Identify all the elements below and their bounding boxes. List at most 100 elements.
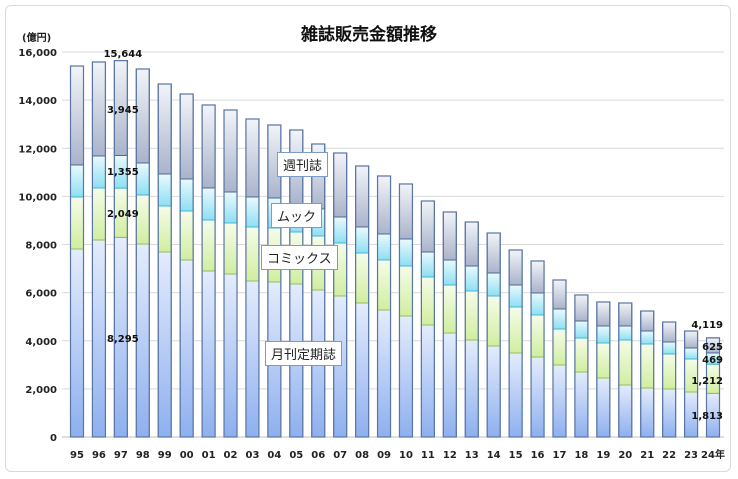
bar-segment-monthly [91, 239, 106, 438]
label-97-comics: 2,049 [107, 209, 139, 220]
x-tick-label: 23 [684, 450, 698, 461]
bar-outline [530, 260, 545, 438]
y-tick-label: 14,000 [18, 96, 57, 107]
bar-segment-weekly [355, 165, 370, 228]
bar-segment-comics [486, 295, 501, 347]
bar-segment-comics [355, 252, 370, 304]
chart-title: 雑誌販売金額推移 [301, 25, 437, 45]
bar-segment-weekly [574, 294, 589, 322]
grid [62, 51, 724, 438]
bar-segment-comics [377, 259, 392, 311]
bar-segment-comics [464, 290, 479, 341]
y-tick-label: 12,000 [18, 144, 57, 155]
bar-segment-comics [179, 210, 194, 261]
x-tick-label: 10 [399, 450, 413, 461]
bar-segment-mook [355, 226, 370, 254]
bar-segment-weekly [684, 330, 699, 349]
legend-weekly: 週刊誌 [277, 152, 329, 177]
bar-outline [355, 165, 370, 438]
bar-outline [640, 310, 655, 438]
bar-segment-monthly [245, 280, 260, 438]
label-97-mook: 1,355 [107, 167, 139, 178]
bar-segment-comics [596, 342, 611, 379]
label-24-monthly: 1,813 [691, 411, 723, 422]
bar-segment-weekly [201, 104, 216, 189]
bar-segment-mook [486, 272, 501, 297]
bar-segment-mook [333, 216, 348, 244]
bar-segment-weekly [179, 93, 194, 180]
bar-segment-monthly [574, 371, 589, 438]
bar-segment-weekly [530, 260, 545, 294]
bar-outline [376, 175, 392, 438]
x-tick-label: 20 [618, 450, 632, 461]
bar-segment-weekly [157, 83, 172, 175]
bar-segment-monthly [464, 339, 479, 438]
bar-segment-comics [442, 284, 457, 334]
bar-segment-weekly [640, 310, 655, 332]
bar-segment-mook [179, 178, 194, 212]
x-tick-label: 96 [92, 450, 106, 461]
bar-outline [683, 330, 699, 438]
bar-segment-monthly [596, 377, 611, 438]
x-tick-label: 98 [136, 450, 150, 461]
bar-segment-monthly [377, 309, 392, 438]
bar-segment-weekly [420, 200, 435, 253]
label-97-monthly: 8,295 [107, 334, 139, 345]
bar-segment-weekly [223, 109, 238, 193]
bar-outline [662, 321, 677, 438]
x-tick-label: 00 [180, 450, 194, 461]
bar-segment-mook [201, 187, 216, 221]
x-tick-label: 12 [443, 450, 457, 461]
y-axis-labels: 0 2,000 4,000 6,000 8,000 10,000 12,000 14,000 1… [18, 48, 57, 444]
x-tick-label: 13 [465, 450, 479, 461]
bar-segment-weekly [70, 65, 84, 166]
legend-monthly: 月刊定期誌 [265, 341, 343, 366]
y-tick-label: 4,000 [25, 337, 57, 348]
bar-segment-monthly [420, 324, 435, 438]
x-tick-label: 97 [114, 450, 128, 461]
bar-segment-mook [662, 341, 677, 355]
bar-segment-monthly [201, 270, 216, 438]
bar-segment-weekly [508, 249, 523, 286]
bar-segment-mook [618, 325, 633, 341]
bar-segment-comics [91, 187, 106, 241]
bar-segment-monthly [486, 345, 501, 438]
bar-outline [705, 337, 721, 438]
bar-segment-mook [530, 292, 545, 316]
bar-segment-comics [420, 276, 435, 326]
bar-segment-monthly [530, 356, 545, 438]
bar-outline [311, 143, 326, 438]
bar-segment-monthly [640, 387, 655, 438]
x-axis-labels: 95 96 97 98 99 00 01 02 03 04 05 06 07 08 09 10 11 12 13 14… [70, 448, 725, 461]
bar-segment-comics [640, 343, 655, 389]
bar-segment-mook [245, 196, 260, 228]
bar-outline [596, 301, 611, 438]
x-tick-label: 07 [333, 450, 347, 461]
label-97-weekly: 3,945 [107, 105, 139, 116]
bar-segment-comics [223, 222, 238, 275]
bar-segment-monthly [157, 251, 172, 438]
bar-segment-weekly [377, 175, 392, 235]
bar-outline [398, 183, 414, 438]
bar-outline [223, 109, 238, 438]
bar-segment-mook [508, 284, 523, 308]
bar-segment-monthly [355, 302, 370, 438]
bar-segment-weekly [618, 302, 633, 327]
x-tick-label: 15 [509, 450, 523, 461]
label-24-weekly: 625 [702, 342, 723, 353]
bar-outline [267, 124, 282, 438]
bar-outline [157, 83, 172, 438]
y-tick-label: 8,000 [25, 241, 57, 252]
bar-segment-mook [574, 320, 589, 339]
bar-segment-comics [662, 353, 677, 390]
bar-segment-mook [552, 308, 567, 330]
bar-segment-mook [157, 173, 172, 207]
bar-segment-monthly [662, 388, 677, 438]
bar-segment-monthly [618, 384, 633, 438]
bar-segment-mook [464, 265, 479, 292]
bar-segment-mook [70, 164, 84, 198]
bar-segment-mook [377, 233, 392, 261]
data-labels: 15,644 3,945 1,355 2,049 8,295 4,119 625 469 1,2… [104, 49, 723, 422]
bar-segment-comics [70, 196, 84, 250]
y-tick-label: 10,000 [18, 192, 57, 203]
